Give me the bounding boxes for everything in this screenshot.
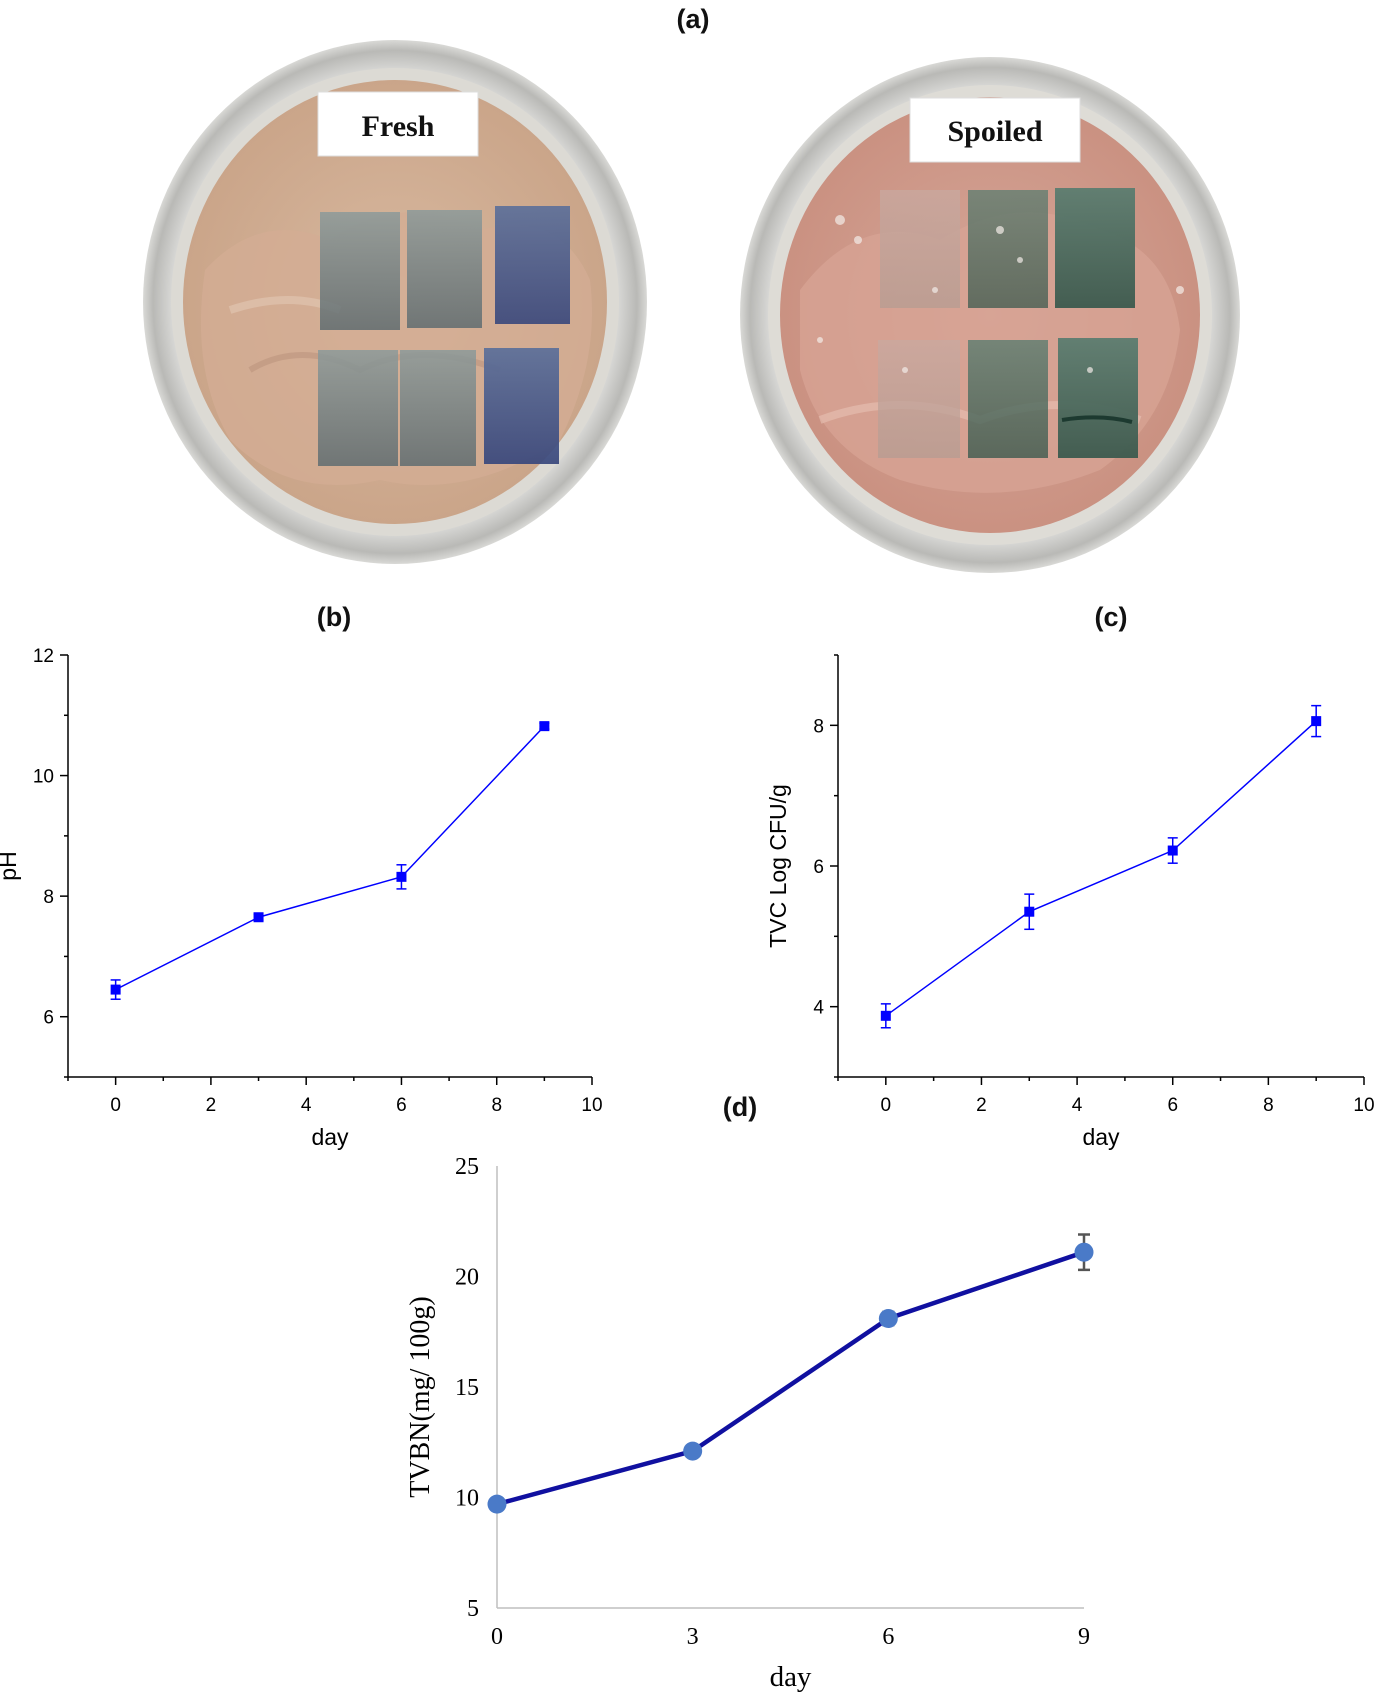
spoiled-dish	[740, 57, 1240, 573]
y-tick-label: 6	[813, 857, 824, 878]
data-point	[396, 871, 407, 882]
data-point	[487, 1494, 507, 1514]
data-point	[1167, 845, 1178, 856]
x-tick-label: 3	[687, 1624, 699, 1650]
y-tick-label: 15	[455, 1375, 479, 1401]
y-tick-label: 6	[43, 1008, 54, 1029]
x-tick-label: 10	[581, 1095, 602, 1116]
data-point	[1311, 716, 1322, 727]
y-tick-label: 12	[33, 646, 54, 667]
data-point	[253, 912, 264, 923]
x-tick-label: 8	[491, 1095, 502, 1116]
y-tick-label: 10	[455, 1486, 479, 1512]
series-line	[115, 725, 545, 991]
y-axis-title: TVC Log CFU/g	[765, 784, 791, 948]
data-point	[539, 721, 550, 732]
y-tick-label: 8	[43, 887, 54, 908]
x-tick-label: 4	[301, 1095, 312, 1116]
panel-label-a: (a)	[676, 4, 710, 34]
y-tick-label: 4	[813, 998, 824, 1019]
fresh-label: Fresh	[362, 110, 435, 143]
panel-label-c: (c)	[1094, 602, 1128, 632]
series-line	[885, 720, 1317, 1017]
x-tick-label: 2	[976, 1095, 987, 1116]
y-tick-label: 10	[33, 767, 54, 788]
x-tick-label: 6	[1167, 1095, 1178, 1116]
x-tick-label: 0	[110, 1095, 121, 1116]
x-tick-label: 10	[1353, 1095, 1374, 1116]
x-tick-label: 4	[1072, 1095, 1083, 1116]
x-tick-label: 2	[206, 1095, 217, 1116]
y-tick-label: 20	[455, 1265, 479, 1291]
panel-label-d: (d)	[722, 1092, 758, 1122]
y-axis-title: pH	[0, 851, 21, 880]
x-tick-label: 8	[1263, 1095, 1274, 1116]
panel-label-b: (b)	[316, 602, 352, 632]
x-axis-title: day	[311, 1124, 349, 1150]
fresh-dish	[143, 40, 647, 564]
x-tick-label: 6	[396, 1095, 407, 1116]
x-tick-label: 0	[881, 1095, 892, 1116]
y-tick-label: 5	[467, 1596, 479, 1622]
data-point	[683, 1441, 703, 1461]
y-axis-title: TVBN(mg/ 100g)	[405, 1296, 436, 1497]
series-line	[496, 1250, 1085, 1507]
data-point	[1074, 1242, 1094, 1262]
y-tick-label: 25	[455, 1154, 479, 1180]
data-point	[110, 984, 121, 995]
x-tick-label: 0	[491, 1624, 503, 1650]
spoiled-label: Spoiled	[947, 115, 1042, 148]
y-tick-label: 8	[813, 716, 824, 737]
data-point	[880, 1010, 891, 1021]
data-point	[1024, 906, 1035, 917]
x-tick-label: 6	[882, 1624, 894, 1650]
data-point	[878, 1308, 898, 1328]
x-axis-title: day	[770, 1661, 812, 1693]
x-tick-label: 9	[1078, 1624, 1090, 1650]
petri-dish-photo: Fresh Spoiled	[143, 40, 1240, 573]
x-axis-title: day	[1082, 1124, 1120, 1150]
